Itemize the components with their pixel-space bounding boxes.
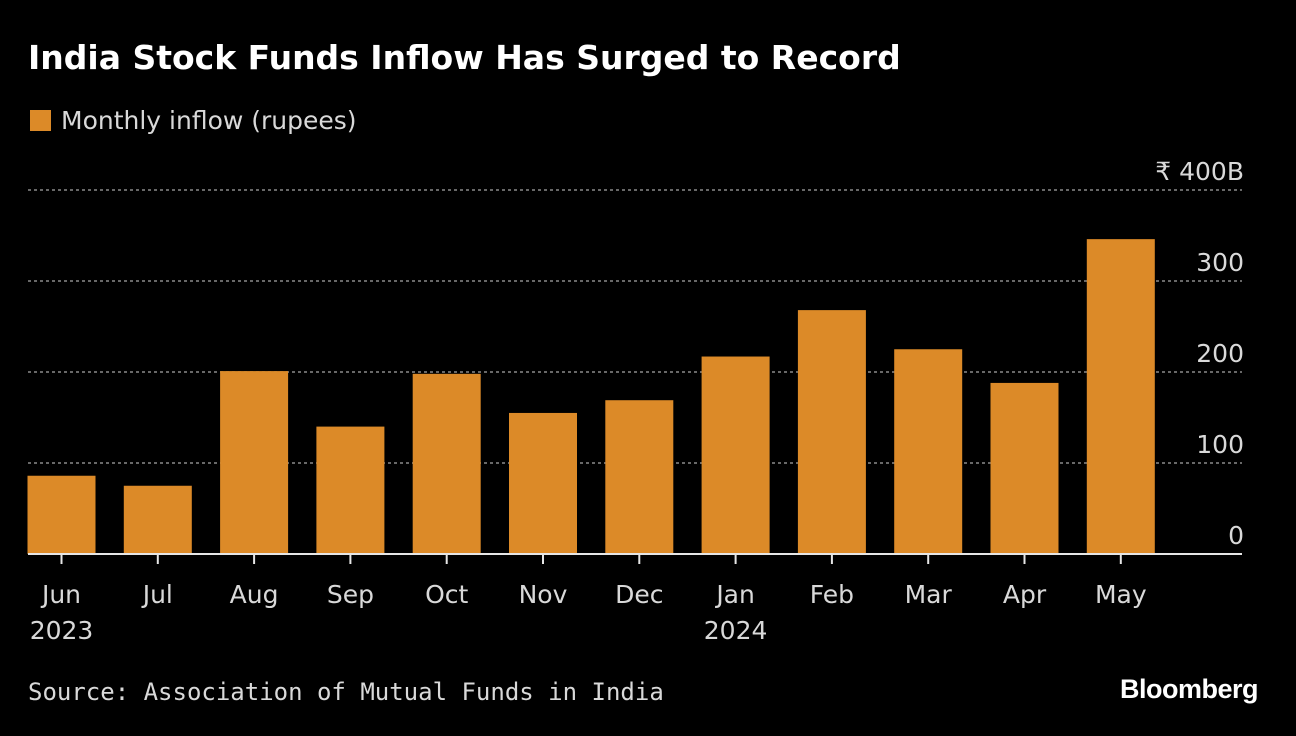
bar-feb — [797, 310, 866, 554]
bloomberg-logo: Bloomberg — [1119, 674, 1259, 704]
legend: Monthly inflow (rupees) — [30, 106, 357, 135]
bar-jun — [27, 475, 96, 554]
source-note: Source: Association of Mutual Funds in I… — [28, 678, 664, 706]
bar-apr — [990, 382, 1059, 554]
bar-dec — [605, 400, 674, 554]
y-tick-label: 300 — [1196, 248, 1244, 277]
x-tick-label: Mar — [905, 580, 953, 609]
x-tick-label: Nov — [519, 580, 568, 609]
x-tick-label: Oct — [425, 580, 468, 609]
legend-label: Monthly inflow (rupees) — [61, 106, 357, 135]
x-tick-label: Feb — [810, 580, 854, 609]
x-tick-label: May — [1095, 580, 1147, 609]
x-tick-label: Aug — [230, 580, 279, 609]
x-tick-label: Jun — [40, 580, 81, 609]
bar-may — [1086, 239, 1155, 554]
x-tick-label: Dec — [615, 580, 663, 609]
x-tick-year-label: 2024 — [704, 616, 768, 645]
bar-mar — [894, 349, 963, 554]
bar-aug — [220, 371, 289, 554]
bar-jan — [701, 356, 770, 554]
x-tick-label: Sep — [327, 580, 374, 609]
y-tick-label: 100 — [1196, 430, 1244, 459]
bar-sep — [316, 426, 385, 554]
y-tick-label: 200 — [1196, 339, 1244, 368]
x-tick-label: Jul — [141, 580, 173, 609]
bar-nov — [509, 412, 577, 554]
x-tick-year-label: 2023 — [30, 616, 94, 645]
bar-jul — [123, 485, 192, 554]
legend-swatch — [30, 110, 51, 131]
bar-oct — [412, 373, 481, 554]
x-tick-label: Apr — [1003, 580, 1047, 609]
y-tick-label: 0 — [1228, 521, 1244, 550]
chart-title: India Stock Funds Inflow Has Surged to R… — [28, 38, 901, 77]
y-tick-label: ₹ 400B — [1155, 157, 1244, 186]
x-tick-label: Jan — [714, 580, 755, 609]
